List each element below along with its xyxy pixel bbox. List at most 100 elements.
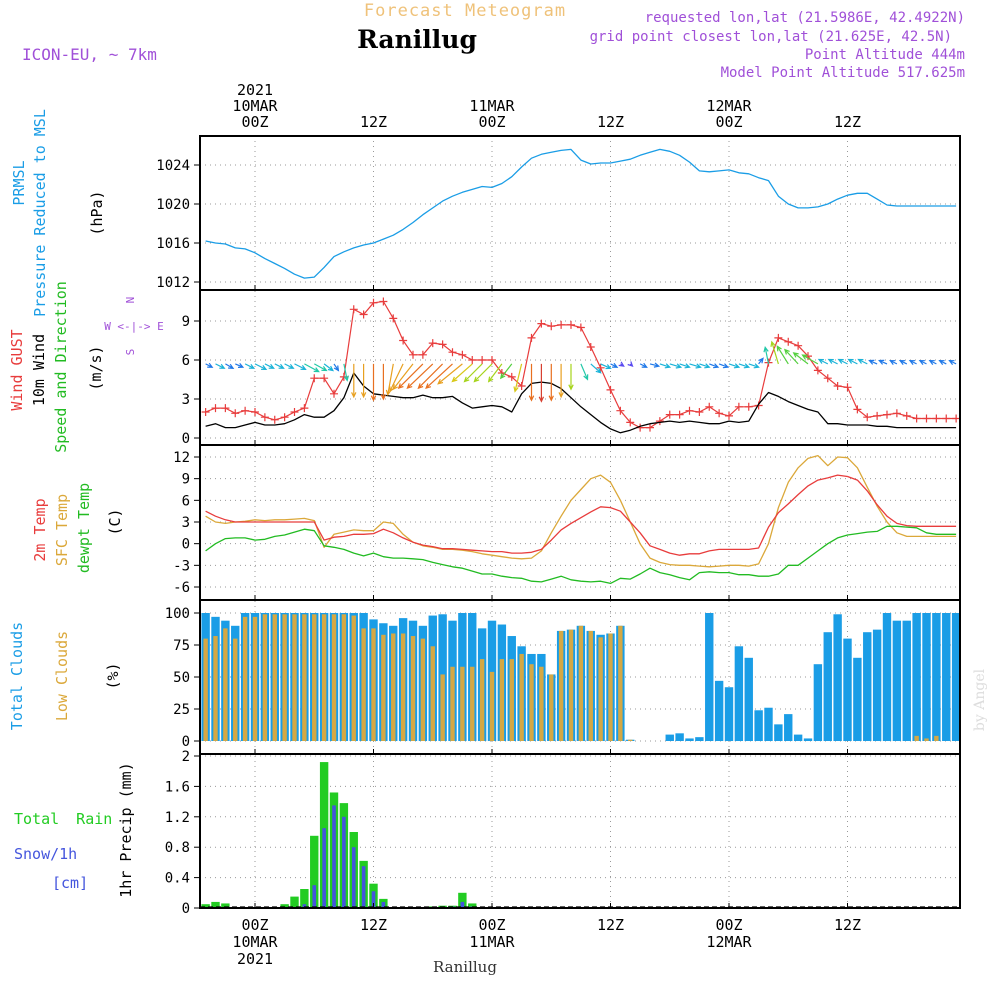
wind-direction-arrow [473, 363, 493, 383]
total-cloud-bar [892, 620, 902, 741]
wind-direction-arrow [294, 363, 307, 371]
gust-marker [685, 406, 694, 415]
wind-direction-arrow [225, 363, 235, 369]
gust-marker [349, 305, 358, 314]
compass-we: W <-|-> E [104, 320, 164, 333]
gust-marker [517, 382, 526, 390]
gust-marker [715, 409, 724, 418]
low-cloud-bar [470, 666, 475, 741]
low-cloud-bar [233, 638, 238, 741]
gust-marker [537, 319, 546, 328]
wind-direction-arrow [763, 346, 770, 365]
wind-direction-arrow [360, 363, 367, 399]
wind-direction-arrow [528, 363, 535, 402]
total-cloud-bar [734, 646, 744, 741]
total-cloud-bar [843, 638, 852, 741]
low-cloud-bar [509, 659, 514, 741]
wind-direction-arrow [770, 340, 779, 365]
gust-marker [399, 336, 408, 345]
gust-marker [270, 415, 279, 424]
wind-direction-arrow [639, 362, 648, 368]
snow-bar [371, 891, 376, 908]
ytick-label-2-3: 3 [182, 515, 190, 531]
panel-frames [194, 135, 961, 909]
snow-bar [342, 816, 346, 908]
gust-marker [310, 374, 319, 383]
gust-marker [300, 404, 309, 413]
total-cloud-bar [754, 710, 763, 741]
rain-bar [211, 901, 220, 908]
bottom-time-label-4-0: 00Z [715, 916, 742, 934]
total-clouds-label: Total Clouds [8, 622, 26, 730]
wind-direction-arrow [827, 358, 838, 365]
top-time-label-0-2: 00Z [241, 113, 268, 131]
ytick-label-2-5: 9 [182, 472, 190, 488]
wind-10m-label: 10m Wind [30, 334, 48, 406]
top-time-label-0-1: 10MAR [232, 97, 278, 115]
total-cloud-bar [922, 613, 931, 741]
total-cloud-bar [823, 632, 832, 741]
top-time-label-2-1: 00Z [478, 113, 505, 131]
wind-direction-arrow [699, 363, 711, 369]
low-clouds-label: Low Clouds [53, 631, 71, 721]
bottom-time-label-5-0: 12Z [834, 916, 861, 934]
gust-marker [428, 339, 437, 348]
ytick-label-0-1: 1016 [156, 236, 190, 252]
wind-direction-arrow [938, 359, 947, 365]
ytick-label-0-0: 1012 [156, 275, 190, 291]
wind-direction-arrow [792, 352, 809, 365]
bottom-time-label-2-0: 00Z [478, 916, 505, 934]
total-cloud-bar [675, 733, 684, 741]
rain-label: Total Rain [14, 810, 112, 828]
temp-2m-line [205, 474, 957, 556]
clouds-unit: (%) [104, 662, 122, 689]
gust-marker [952, 414, 961, 423]
gust-marker [873, 411, 882, 420]
total-cloud-bar [793, 734, 803, 741]
low-cloud-bar [529, 664, 534, 741]
gust-marker [221, 404, 230, 413]
total-cloud-bar [774, 724, 783, 741]
bottom-time-label-0-0: 00Z [241, 916, 268, 934]
gust-marker [853, 405, 862, 414]
gust-marker [695, 408, 704, 416]
wind-direction-arrow [323, 363, 335, 372]
model-altitude: Model Point Altitude 517.625m [721, 65, 965, 81]
gust-marker [863, 413, 872, 422]
wind-direction-arrow [370, 363, 377, 402]
bottom-time-label-4-1: 12MAR [706, 933, 752, 951]
low-cloud-bar [924, 738, 929, 741]
wind-direction-arrow [513, 363, 523, 393]
wind-direction-arrow [333, 363, 340, 372]
low-cloud-bar [361, 628, 366, 741]
ytick-label-4-2: 0.8 [165, 840, 190, 856]
gust-marker [705, 402, 714, 411]
total-cloud-bar [695, 737, 704, 741]
wind-direction-arrow [679, 363, 691, 369]
low-cloud-bar [292, 614, 297, 741]
low-cloud-bar [262, 614, 268, 741]
total-cloud-bar [714, 680, 724, 741]
super-title: Forecast Meteogram [364, 1, 566, 21]
ytick-label-3-4: 100 [165, 606, 190, 622]
rain-bar [280, 904, 289, 908]
wind-direction-arrow [254, 363, 268, 371]
gust-marker [211, 404, 220, 413]
pressure-label-2: Pressure Reduced to MSL [31, 109, 49, 317]
low-cloud-bar [391, 633, 396, 741]
rain-bar [290, 896, 299, 908]
total-cloud-bar [665, 734, 674, 741]
wind-direction-arrow [499, 363, 513, 380]
wind-direction-arrow [600, 363, 612, 370]
gust-marker [567, 320, 575, 329]
total-cloud-bar [932, 613, 941, 741]
wind-direction-arrow [463, 363, 483, 383]
wind-direction-arrow [406, 363, 434, 390]
wind-direction-arrow [857, 358, 868, 365]
wind-direction-arrow [487, 363, 503, 383]
wind-direction-arrow [274, 363, 285, 369]
gust-marker [626, 418, 635, 427]
wind-direction-arrow [590, 363, 602, 374]
total-cloud-bar [882, 613, 892, 741]
